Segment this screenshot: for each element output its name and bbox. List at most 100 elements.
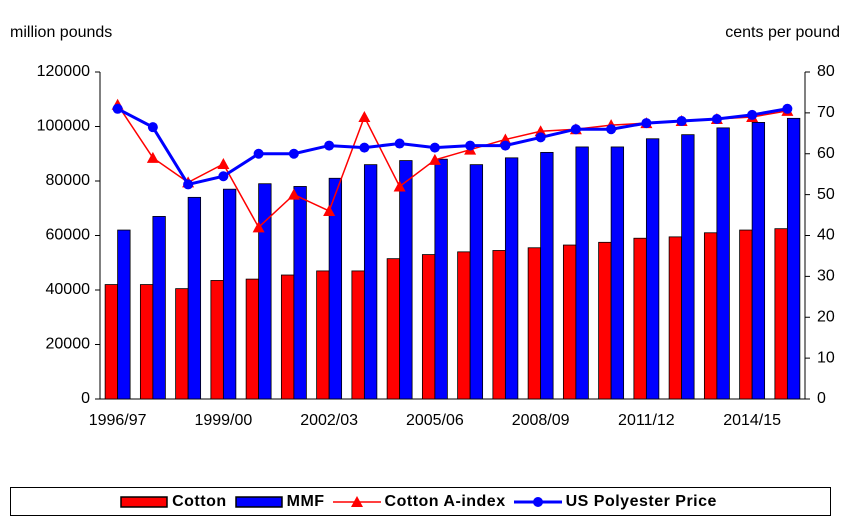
point xyxy=(394,138,405,149)
bar xyxy=(504,157,519,400)
bar xyxy=(175,288,189,400)
bar xyxy=(527,247,542,400)
point xyxy=(676,116,687,127)
y2-tick-label: 0 xyxy=(817,390,826,407)
point xyxy=(323,204,336,216)
legend-swatch xyxy=(120,495,168,508)
point xyxy=(747,109,758,120)
bar xyxy=(562,244,577,400)
bar xyxy=(245,278,260,400)
y2-axis-title: cents per pound xyxy=(725,24,840,41)
x-tick-label: 1996/97 xyxy=(89,412,147,429)
legend-label: MMF xyxy=(286,492,325,510)
y2-tick-label: 30 xyxy=(817,268,835,285)
y2-tick-label: 40 xyxy=(817,227,835,244)
bar xyxy=(152,216,166,400)
legend-swatch xyxy=(332,495,381,507)
legend-item: Cotton A-index xyxy=(332,492,506,511)
bar xyxy=(774,228,788,400)
point xyxy=(606,124,617,135)
legend-label: Cotton xyxy=(172,492,227,510)
legend-item: Cotton xyxy=(120,493,227,511)
bar xyxy=(187,196,202,400)
legend-marker xyxy=(532,496,543,507)
bar xyxy=(293,186,307,400)
bar xyxy=(681,134,695,400)
bar xyxy=(386,258,401,400)
bar xyxy=(575,146,589,400)
point xyxy=(112,103,123,114)
point xyxy=(393,180,406,192)
point xyxy=(535,132,546,143)
legend-item: MMF xyxy=(234,492,325,511)
bar xyxy=(540,151,554,400)
point xyxy=(217,157,230,169)
bar xyxy=(139,284,154,400)
bar xyxy=(645,138,660,400)
point xyxy=(288,148,299,159)
point xyxy=(287,188,300,200)
y2-tick-label: 80 xyxy=(817,63,835,80)
y2-tick-label: 60 xyxy=(817,145,835,162)
legend-item: US Polyester Price xyxy=(513,492,717,511)
y2-tick-label: 10 xyxy=(817,349,835,366)
bar xyxy=(421,254,436,400)
point xyxy=(146,151,159,163)
bar xyxy=(751,122,766,400)
point xyxy=(359,142,370,153)
point xyxy=(358,110,371,122)
legend-marker xyxy=(350,495,363,507)
legend-swatch xyxy=(513,496,562,507)
bar xyxy=(633,237,647,400)
line xyxy=(116,107,788,187)
bar xyxy=(328,177,343,400)
legend-label: Cotton A-index xyxy=(384,492,506,510)
point xyxy=(465,140,476,151)
point xyxy=(641,118,652,129)
point xyxy=(183,179,194,190)
point xyxy=(253,148,264,159)
point xyxy=(428,153,441,165)
y-axis-title: million pounds xyxy=(10,24,112,41)
y-tick-label: 20000 xyxy=(46,336,91,353)
y-tick-label: 100000 xyxy=(37,118,90,135)
legend-swatch xyxy=(234,495,283,508)
bar xyxy=(117,229,131,400)
point xyxy=(429,142,440,153)
x-tick-label: 2002/03 xyxy=(300,412,358,429)
bar xyxy=(469,164,484,400)
chart: million pounds cents per pound 0 20000 40 0… xyxy=(10,24,840,429)
point xyxy=(218,171,229,182)
bar xyxy=(104,284,119,400)
bar xyxy=(457,251,471,400)
x-tick-label: 2005/06 xyxy=(406,412,464,429)
y2-tick-label: 70 xyxy=(817,104,835,121)
bar xyxy=(610,146,625,400)
bar xyxy=(598,241,612,400)
legend-label: US Polyester Price xyxy=(565,492,717,510)
y-tick-label: 0 xyxy=(81,390,90,407)
y2-tick-label: 50 xyxy=(817,186,835,203)
bar xyxy=(351,270,365,400)
bar xyxy=(434,158,448,400)
point xyxy=(500,140,511,151)
y-tick-label: 80000 xyxy=(46,172,91,189)
bar xyxy=(222,188,237,400)
bar xyxy=(399,160,413,400)
x-tick-label: 1999/00 xyxy=(194,412,252,429)
legend: Cotton MMF Cotton A-index US Polyester Pric… xyxy=(10,487,831,516)
x-tick-label: 2011/12 xyxy=(618,412,675,429)
point xyxy=(711,114,722,125)
point xyxy=(324,140,335,151)
point xyxy=(252,221,265,233)
y-tick-label: 120000 xyxy=(37,63,90,80)
bar xyxy=(280,274,295,400)
bar xyxy=(703,232,718,400)
y-tick-label: 60000 xyxy=(46,227,91,244)
bar xyxy=(210,280,224,400)
bar xyxy=(668,236,683,400)
bar xyxy=(492,250,506,400)
x-tick-label: 2014/15 xyxy=(723,412,781,429)
legend-swatch-rect xyxy=(234,495,283,508)
